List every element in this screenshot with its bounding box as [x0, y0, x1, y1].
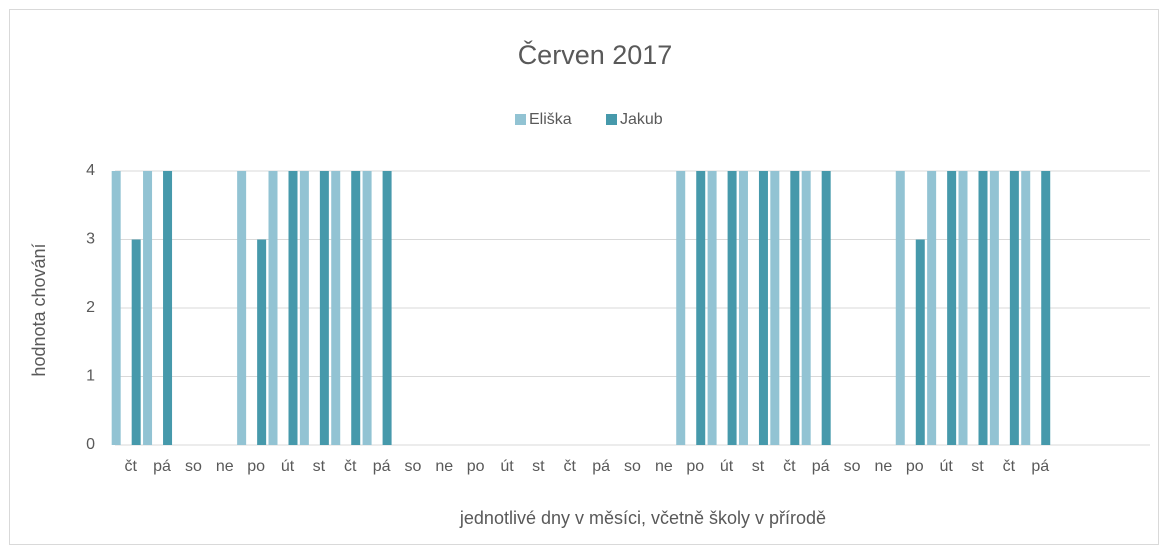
legend-label: Eliška [529, 111, 572, 128]
bar [257, 239, 267, 445]
bar [738, 171, 748, 445]
x-tick-label: ne [655, 458, 673, 475]
bar [989, 171, 999, 445]
y-tick-label: 1 [86, 368, 95, 385]
bar [676, 171, 686, 445]
bar [978, 171, 988, 445]
bar [319, 171, 329, 445]
x-tick-label: út [720, 458, 734, 475]
bar [758, 171, 768, 445]
x-tick-label: čt [124, 458, 137, 475]
x-tick-label: po [467, 458, 485, 475]
x-axis-label: jednotlivé dny v měsíci, včetně školy v … [459, 508, 826, 528]
bar [131, 239, 141, 445]
legend-swatch [606, 114, 617, 125]
x-tick-label: so [405, 458, 422, 475]
bar [351, 171, 361, 445]
x-tick-label: po [686, 458, 704, 475]
y-tick-label: 2 [86, 299, 95, 316]
x-tick-label: pá [153, 458, 171, 475]
x-tick-label: ne [875, 458, 893, 475]
x-tick-label: pá [1031, 458, 1049, 475]
bar [143, 171, 153, 445]
bar [927, 171, 937, 445]
x-tick-label: út [281, 458, 295, 475]
x-tick-label: so [624, 458, 641, 475]
bar [895, 171, 905, 445]
x-tick-label: pá [812, 458, 830, 475]
y-tick-label: 0 [86, 436, 95, 453]
bar [382, 171, 392, 445]
y-tick-label: 3 [86, 231, 95, 248]
y-axis-label: hodnota chování [29, 243, 49, 376]
bar [288, 171, 298, 445]
bar [362, 171, 372, 445]
bar [947, 171, 957, 445]
bar [111, 171, 121, 445]
x-tick-label: čt [564, 458, 577, 475]
x-tick-label: po [906, 458, 924, 475]
bar [915, 239, 925, 445]
x-tick-label: po [247, 458, 265, 475]
bar [790, 171, 800, 445]
bar [958, 171, 968, 445]
x-tick-label: st [313, 458, 326, 475]
x-tick-label: st [752, 458, 765, 475]
x-tick-label: út [500, 458, 514, 475]
x-tick-label: st [971, 458, 984, 475]
y-tick-label: 4 [86, 162, 95, 179]
x-tick-label: ne [435, 458, 453, 475]
x-tick-label: pá [373, 458, 391, 475]
x-tick-label: út [939, 458, 953, 475]
bar [727, 171, 737, 445]
x-tick-label: pá [592, 458, 610, 475]
bar [1009, 171, 1019, 445]
bar [1021, 171, 1031, 445]
bar [268, 171, 278, 445]
bar [821, 171, 831, 445]
x-tick-label: čt [1003, 458, 1016, 475]
x-tick-label: so [185, 458, 202, 475]
x-tick-label: čt [783, 458, 796, 475]
x-tick-label: čt [344, 458, 357, 475]
bar [1041, 171, 1051, 445]
x-tick-label: so [844, 458, 861, 475]
x-tick-label: st [532, 458, 545, 475]
x-tick-label: ne [216, 458, 234, 475]
bar [237, 171, 247, 445]
bar [707, 171, 717, 445]
bar [331, 171, 341, 445]
bar [163, 171, 173, 445]
bar [299, 171, 309, 445]
bar [801, 171, 811, 445]
chart-title: Červen 2017 [518, 39, 673, 70]
legend-swatch [515, 114, 526, 125]
bar [770, 171, 780, 445]
bar [696, 171, 706, 445]
legend-label: Jakub [620, 111, 663, 128]
